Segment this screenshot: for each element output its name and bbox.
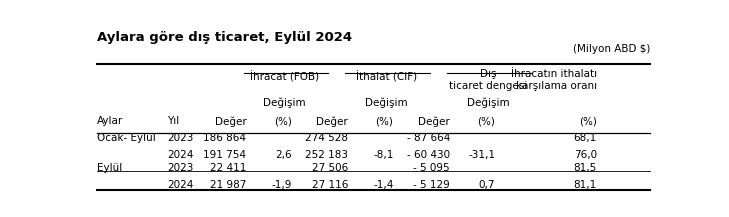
Text: 27 506: 27 506 (312, 163, 348, 173)
Text: Değer: Değer (215, 116, 246, 127)
Text: Değişim: Değişim (365, 98, 408, 108)
Text: İhracatın ithalatı
karşılama oranı: İhracatın ithalatı karşılama oranı (510, 69, 597, 91)
Text: Değer: Değer (316, 116, 348, 127)
Text: 21 987: 21 987 (210, 180, 246, 190)
Text: 22 411: 22 411 (210, 163, 246, 173)
Text: Aylar: Aylar (97, 116, 123, 126)
Text: 191 754: 191 754 (203, 150, 246, 160)
Text: Eylül: Eylül (97, 163, 122, 173)
Text: 27 116: 27 116 (312, 180, 348, 190)
Text: 186 864: 186 864 (203, 133, 246, 143)
Text: (%): (%) (274, 116, 292, 126)
Text: 2,6: 2,6 (275, 150, 292, 160)
Text: -31,1: -31,1 (468, 150, 495, 160)
Text: 2024: 2024 (168, 180, 194, 190)
Text: - 5 129: - 5 129 (413, 180, 450, 190)
Text: Aylara göre dış ticaret, Eylül 2024: Aylara göre dış ticaret, Eylül 2024 (97, 31, 352, 44)
Text: 252 183: 252 183 (305, 150, 348, 160)
Text: 2024: 2024 (168, 150, 194, 160)
Text: Değişim: Değişim (263, 98, 306, 108)
Text: - 60 430: - 60 430 (407, 150, 450, 160)
Text: 81,1: 81,1 (574, 180, 597, 190)
Text: (%): (%) (579, 116, 597, 126)
Text: - 5 095: - 5 095 (413, 163, 450, 173)
Text: Değer: Değer (418, 116, 450, 127)
Text: Dış
ticaret dengesi: Dış ticaret dengesi (449, 69, 527, 91)
Text: 76,0: 76,0 (574, 150, 597, 160)
Text: 274 528: 274 528 (305, 133, 348, 143)
Text: İthalat (CIF): İthalat (CIF) (356, 71, 417, 82)
Text: -1,9: -1,9 (271, 180, 292, 190)
Text: - 87 664: - 87 664 (407, 133, 450, 143)
Text: 2023: 2023 (168, 163, 194, 173)
Text: Ocak- Eylül: Ocak- Eylül (97, 133, 155, 143)
Text: (%): (%) (375, 116, 394, 126)
Text: -8,1: -8,1 (373, 150, 394, 160)
Text: Yıl: Yıl (168, 116, 179, 126)
Text: İhracat (FOB): İhracat (FOB) (250, 71, 319, 82)
Text: (Milyon ABD $): (Milyon ABD $) (573, 44, 650, 54)
Text: -1,4: -1,4 (373, 180, 394, 190)
Text: 0,7: 0,7 (478, 180, 495, 190)
Text: 81,5: 81,5 (574, 163, 597, 173)
Text: 2023: 2023 (168, 133, 194, 143)
Text: (%): (%) (477, 116, 495, 126)
Text: 68,1: 68,1 (574, 133, 597, 143)
Text: Değişim: Değişim (467, 98, 510, 108)
